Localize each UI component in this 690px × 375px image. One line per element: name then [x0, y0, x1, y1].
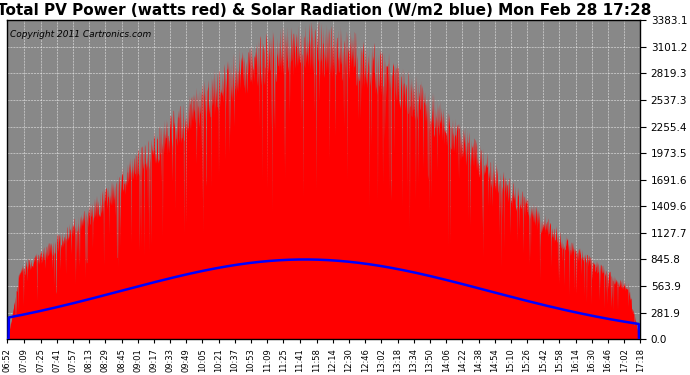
Text: Copyright 2011 Cartronics.com: Copyright 2011 Cartronics.com	[10, 30, 152, 39]
Title: Total PV Power (watts red) & Solar Radiation (W/m2 blue) Mon Feb 28 17:28: Total PV Power (watts red) & Solar Radia…	[0, 3, 651, 18]
